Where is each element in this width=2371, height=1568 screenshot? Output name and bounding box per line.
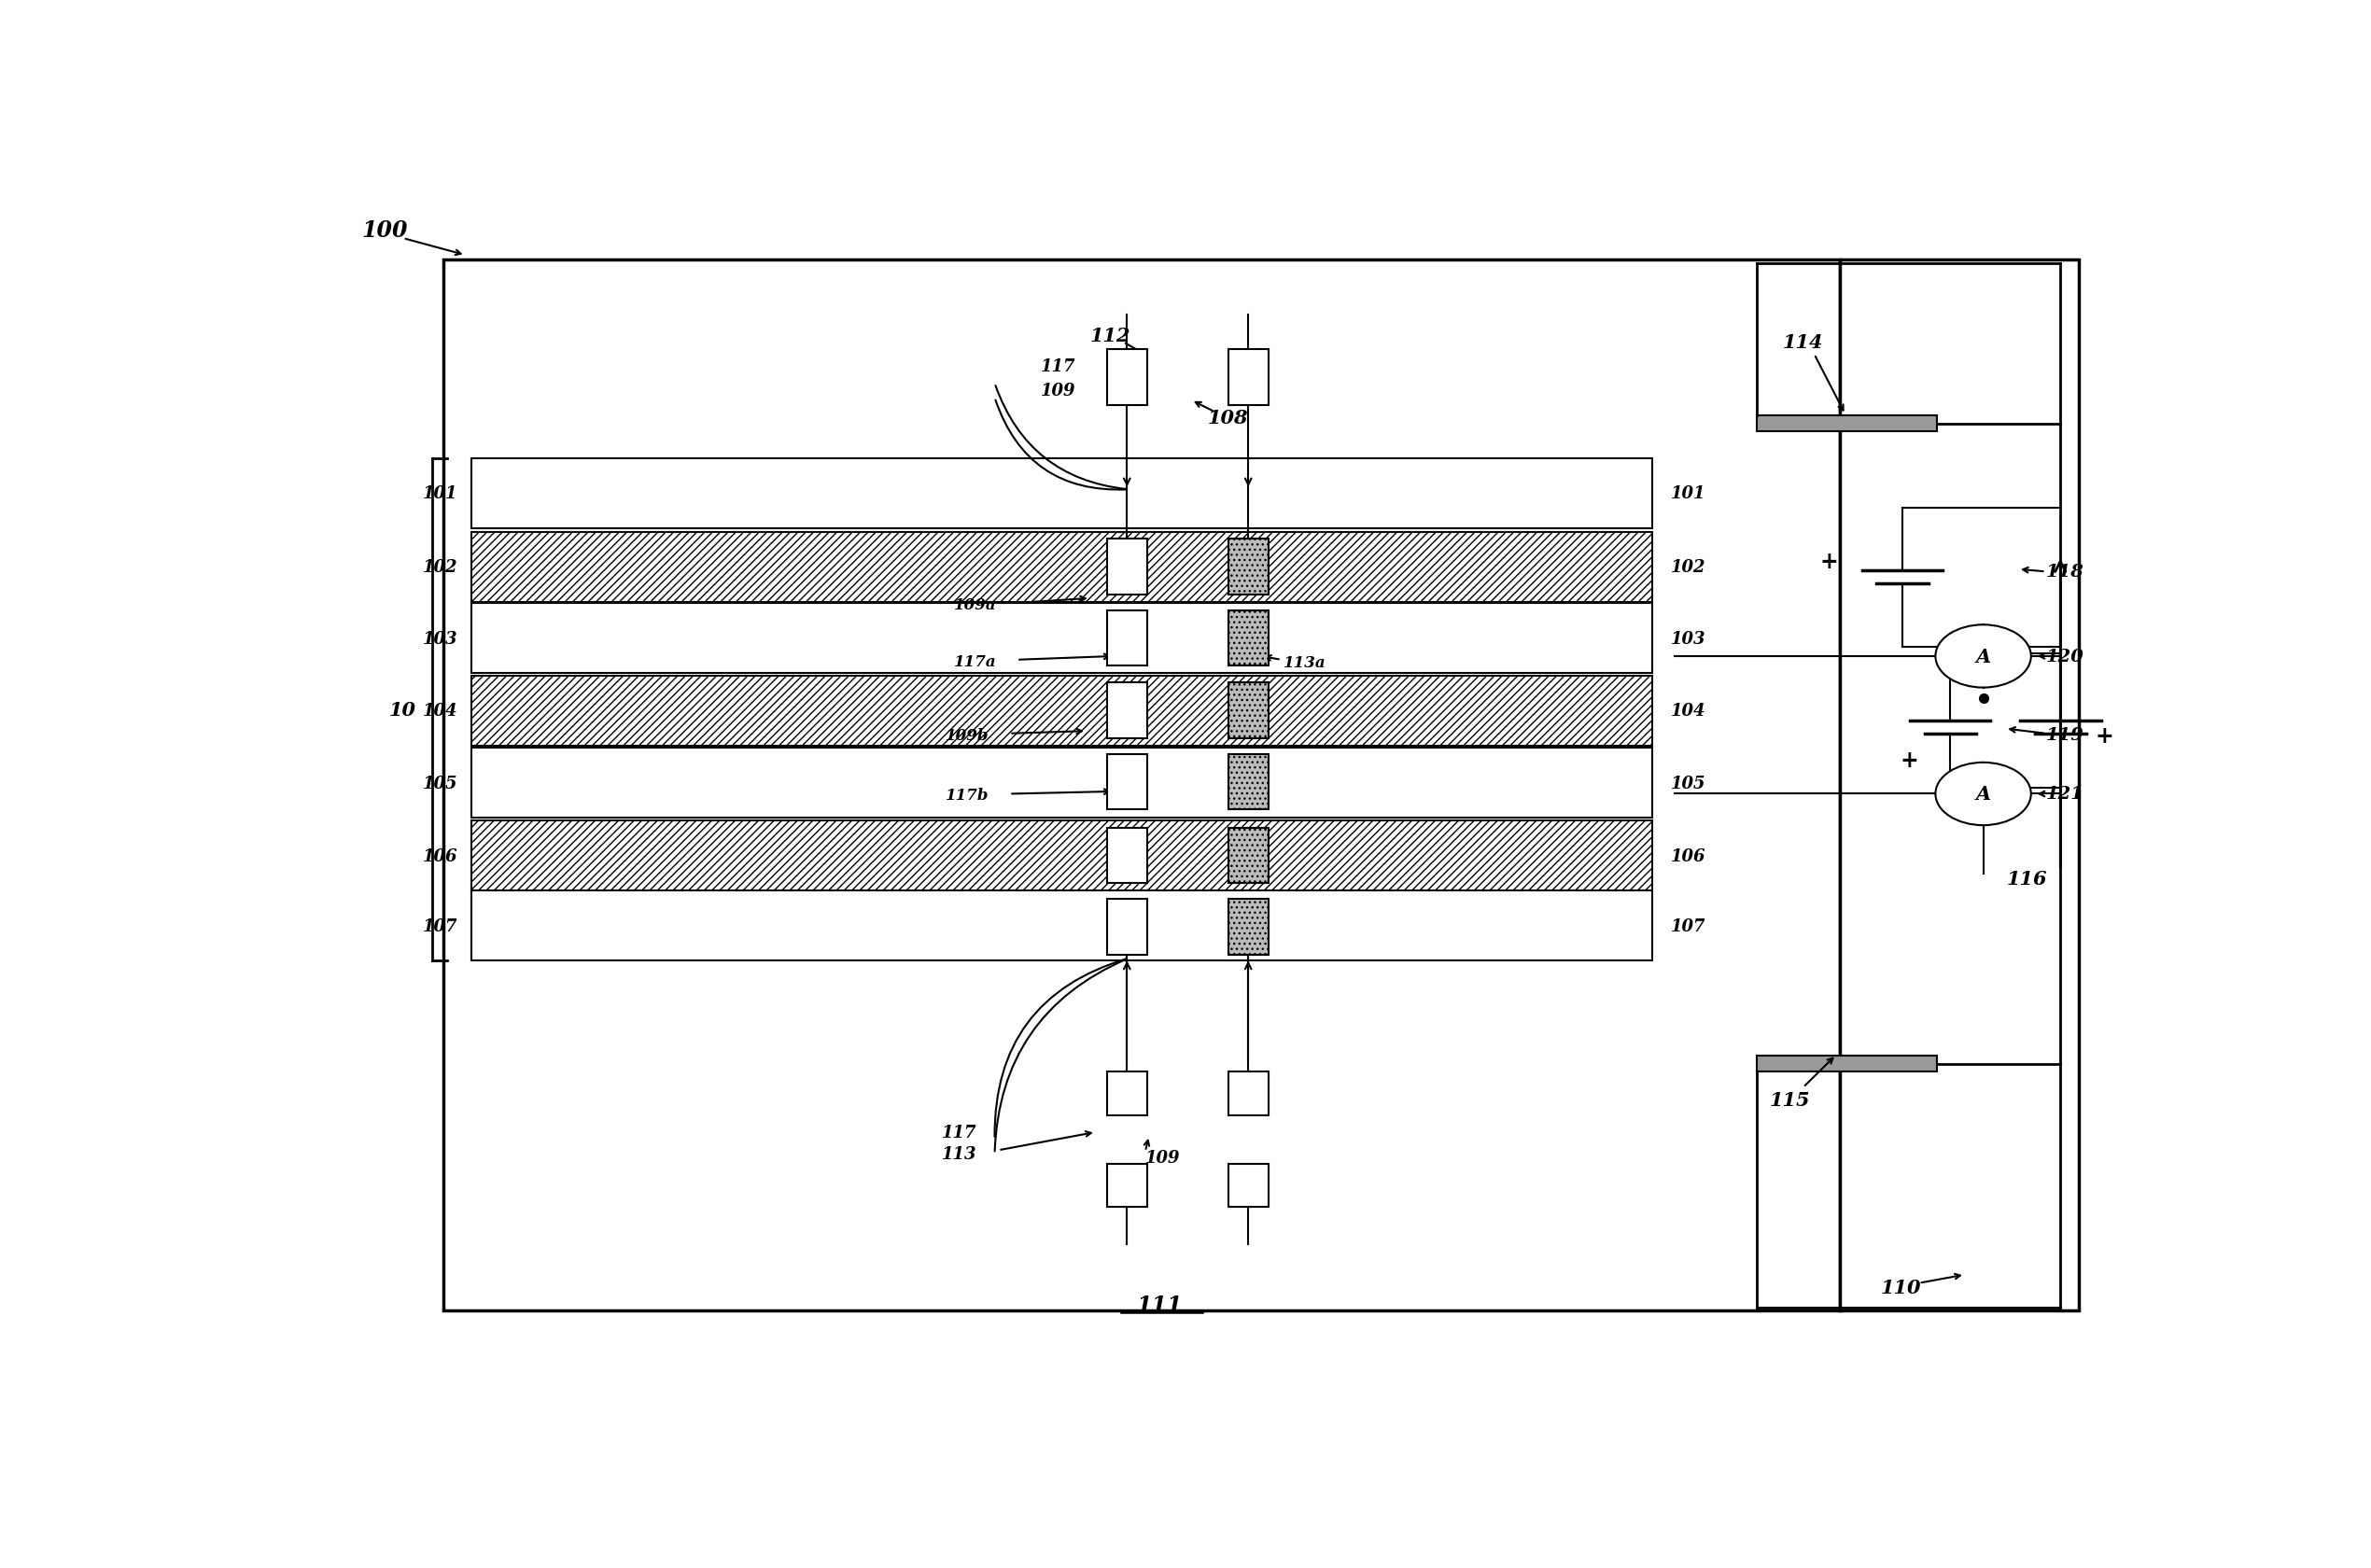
Bar: [1228, 684, 1268, 739]
Text: 104: 104: [1672, 702, 1705, 720]
Text: A: A: [1975, 648, 1992, 666]
Bar: [1228, 1163, 1268, 1207]
Text: +: +: [1819, 550, 1838, 572]
Text: 112: 112: [1091, 326, 1131, 345]
Text: 101: 101: [422, 485, 458, 502]
Text: 113: 113: [941, 1146, 977, 1162]
Bar: [1228, 612, 1268, 666]
Text: 107: 107: [1672, 917, 1705, 935]
Bar: [472, 676, 1653, 746]
Text: 109: 109: [1041, 383, 1076, 400]
Bar: [1107, 828, 1148, 884]
Bar: [472, 532, 1653, 602]
Bar: [443, 260, 1840, 1311]
Text: 105: 105: [1672, 775, 1705, 792]
Text: 120: 120: [2046, 648, 2084, 665]
Bar: [1757, 417, 1937, 433]
Bar: [1107, 539, 1148, 594]
Text: 116: 116: [2006, 869, 2049, 887]
Bar: [1228, 754, 1268, 811]
Bar: [1757, 1057, 1937, 1073]
Bar: [1107, 350, 1148, 406]
Text: 115: 115: [1771, 1090, 1811, 1109]
Bar: [1107, 1073, 1148, 1115]
Bar: [472, 748, 1653, 818]
Bar: [1107, 754, 1148, 811]
Bar: [1107, 684, 1148, 739]
Text: +: +: [1902, 750, 1918, 771]
Bar: [1107, 612, 1148, 666]
Text: 121: 121: [2046, 786, 2084, 803]
Text: 113a: 113a: [1283, 655, 1325, 671]
Text: 107: 107: [422, 917, 458, 935]
Text: 103: 103: [1672, 630, 1705, 648]
Text: 117: 117: [1041, 359, 1076, 375]
Text: 110: 110: [1880, 1278, 1921, 1297]
Bar: [472, 820, 1653, 891]
Text: 109a: 109a: [953, 597, 996, 613]
Bar: [1228, 1073, 1268, 1115]
Text: 102: 102: [422, 558, 458, 575]
Text: 103: 103: [422, 630, 458, 648]
Text: 117a: 117a: [953, 654, 996, 670]
Text: A: A: [1975, 786, 1992, 803]
Bar: [1228, 350, 1268, 406]
Text: 111: 111: [1138, 1294, 1183, 1316]
Text: 119: 119: [2046, 726, 2084, 743]
Circle shape: [1935, 626, 2032, 688]
Text: 117: 117: [941, 1124, 977, 1140]
Text: +: +: [2096, 724, 2113, 748]
Bar: [472, 458, 1653, 528]
Text: 101: 101: [1672, 485, 1705, 502]
Text: 109b: 109b: [946, 728, 989, 743]
Text: 108: 108: [1207, 408, 1247, 426]
Text: 100: 100: [360, 220, 408, 241]
Text: 104: 104: [422, 702, 458, 720]
Text: 10: 10: [389, 701, 415, 720]
Text: 106: 106: [1672, 847, 1705, 864]
Bar: [472, 604, 1653, 674]
Text: 114: 114: [1783, 334, 1823, 353]
Circle shape: [1935, 764, 2032, 826]
Bar: [1228, 539, 1268, 594]
Bar: [1107, 900, 1148, 955]
Text: 109: 109: [1145, 1149, 1181, 1167]
Text: 105: 105: [422, 775, 458, 792]
Text: 118: 118: [2046, 564, 2084, 580]
Bar: [1107, 1163, 1148, 1207]
Bar: [1228, 828, 1268, 884]
Bar: [1228, 900, 1268, 955]
Bar: [472, 891, 1653, 961]
Text: 102: 102: [1672, 558, 1705, 575]
Text: 117b: 117b: [946, 787, 989, 803]
Text: 106: 106: [422, 847, 458, 864]
Bar: [1840, 260, 2079, 1311]
